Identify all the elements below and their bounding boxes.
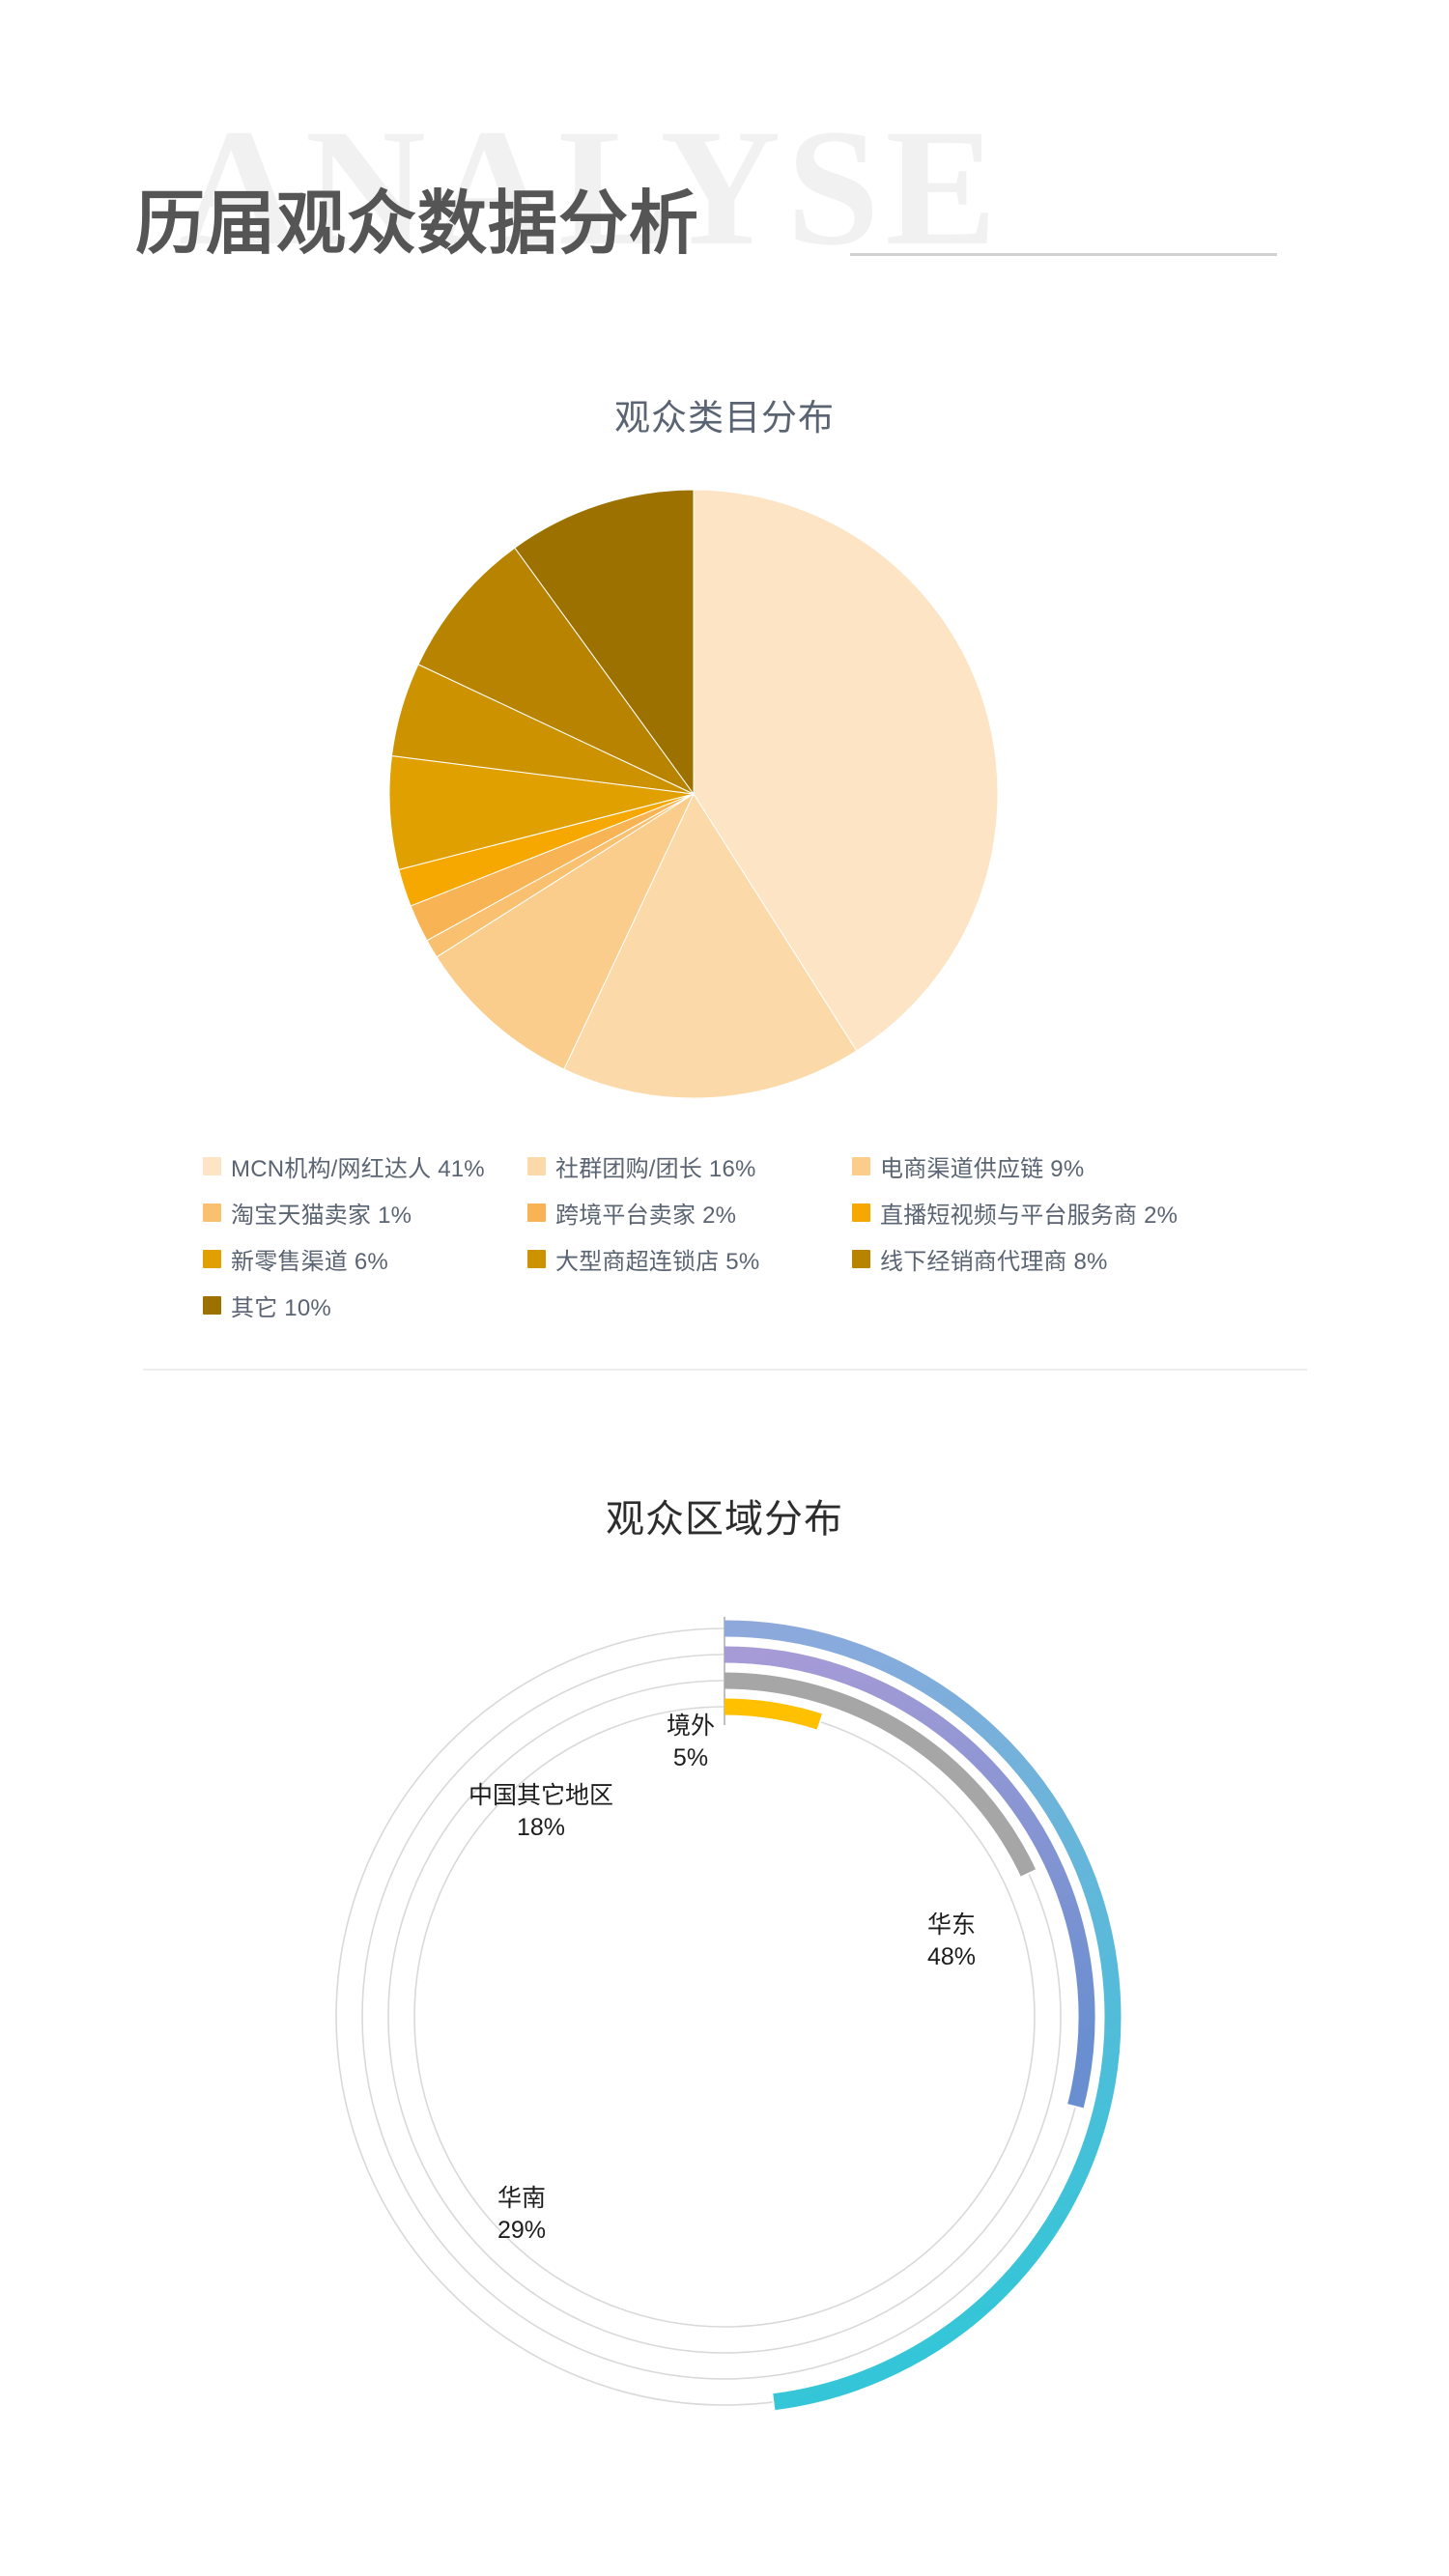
page-title: 历届观众数据分析 bbox=[135, 185, 700, 263]
legend-swatch-icon bbox=[527, 1249, 546, 1268]
pie-chart-legend: MCN机构/网红达人 41% 社群团购/团长 16% 电商渠道供应链 9% 淘宝天猫卖… bbox=[203, 1143, 1246, 1328]
radial-bar-end-cap bbox=[771, 2393, 776, 2411]
radial-bar-end-cap bbox=[1020, 1869, 1037, 1879]
radial-label-east-value: 48% bbox=[926, 1943, 977, 1970]
pie-chart bbox=[384, 485, 1003, 1103]
legend-item[interactable]: MCN机构/网红达人 41% bbox=[203, 1149, 527, 1183]
legend-item-label: MCN机构/网红达人 41% bbox=[231, 1155, 485, 1182]
radial-chart-svg bbox=[335, 1617, 1122, 2411]
radial-chart-title: 观众区域分布 bbox=[606, 1498, 843, 1541]
radial-bar-arc bbox=[724, 1620, 1122, 2411]
legend-swatch-icon bbox=[203, 1203, 221, 1222]
page-header: ANALYSE 历届观众数据分析 bbox=[0, 0, 1449, 328]
radial-label-china-other: 中国其它地区 18% bbox=[440, 1780, 642, 1844]
radial-label-overseas-name: 境外 bbox=[666, 1713, 715, 1740]
watermark-text: ANALYSE bbox=[179, 96, 1003, 280]
legend-item-label: 大型商超连锁店 5% bbox=[555, 1248, 760, 1275]
radial-label-overseas-value: 5% bbox=[672, 1744, 709, 1771]
radial-bar-end-cap bbox=[816, 1713, 824, 1731]
legend-item-label: 跨境平台卖家 2% bbox=[555, 1202, 737, 1229]
legend-item[interactable]: 线下经销商代理商 8% bbox=[852, 1242, 1177, 1276]
legend-item[interactable]: 淘宝天猫卖家 1% bbox=[203, 1196, 527, 1230]
audience-region-section: 观众区域分布 bbox=[0, 1391, 1449, 2576]
legend-item[interactable]: 大型商超连锁店 5% bbox=[527, 1242, 852, 1276]
legend-item-label: 电商渠道供应链 9% bbox=[880, 1155, 1085, 1182]
legend-item-label: 直播短视频与平台服务商 2% bbox=[880, 1202, 1179, 1229]
radial-chart bbox=[319, 1611, 1130, 2422]
legend-item-label: 淘宝天猫卖家 1% bbox=[231, 1202, 412, 1229]
radial-label-south-value: 29% bbox=[497, 2217, 547, 2244]
pie-slice bbox=[563, 792, 858, 1099]
legend-row: 其它 10% bbox=[203, 1282, 1246, 1328]
legend-row: 新零售渠道 6% 大型商超连锁店 5% 线下经销商代理商 8% bbox=[203, 1235, 1246, 1282]
pie-slice bbox=[514, 489, 695, 796]
radial-bar-arc bbox=[724, 1672, 1037, 1878]
radial-label-east: 华东 48% bbox=[894, 1910, 1009, 1973]
title-divider bbox=[850, 253, 1277, 256]
legend-row: 淘宝天猫卖家 1% 跨境平台卖家 2% 直播短视频与平台服务商 2% bbox=[203, 1189, 1246, 1235]
radial-bar-end-cap bbox=[1066, 2104, 1084, 2110]
radial-label-overseas: 境外 5% bbox=[633, 1711, 749, 1774]
legend-item-label: 线下经销商代理商 8% bbox=[880, 1248, 1108, 1275]
pie-chart-svg bbox=[388, 489, 999, 1099]
pie-slice bbox=[388, 754, 695, 870]
legend-swatch-icon bbox=[203, 1249, 221, 1268]
legend-swatch-icon bbox=[527, 1203, 546, 1222]
audience-category-section: 观众类目分布 MCN机构/网红达人 41% 社群团购/团长 16% 电商渠道供应链 … bbox=[0, 328, 1449, 1381]
radial-label-south: 华南 29% bbox=[464, 2183, 580, 2247]
radial-label-east-name: 华东 bbox=[926, 1911, 976, 1939]
pie-slice bbox=[693, 489, 999, 1052]
legend-item[interactable]: 跨境平台卖家 2% bbox=[527, 1196, 852, 1230]
radial-bar-arc bbox=[724, 1698, 823, 1730]
pie-chart-title: 观众类目分布 bbox=[614, 398, 835, 438]
legend-item-label: 其它 10% bbox=[231, 1294, 331, 1321]
legend-item[interactable]: 电商渠道供应链 9% bbox=[852, 1149, 1177, 1183]
radial-label-south-name: 华南 bbox=[497, 2185, 546, 2212]
pie-slice bbox=[417, 547, 695, 795]
legend-item[interactable]: 直播短视频与平台服务商 2% bbox=[852, 1196, 1179, 1230]
legend-swatch-icon bbox=[852, 1203, 870, 1222]
pie-slice bbox=[436, 792, 696, 1070]
radial-label-china-other-value: 18% bbox=[516, 1814, 566, 1841]
legend-row: MCN机构/网红达人 41% 社群团购/团长 16% 电商渠道供应链 9% bbox=[203, 1143, 1246, 1189]
legend-swatch-icon bbox=[203, 1295, 221, 1315]
legend-swatch-icon bbox=[203, 1156, 221, 1175]
legend-item-label: 新零售渠道 6% bbox=[231, 1248, 388, 1275]
section-divider bbox=[143, 1369, 1307, 1371]
radial-bar-arc bbox=[724, 1646, 1095, 2109]
legend-item[interactable]: 社群团购/团长 16% bbox=[527, 1149, 852, 1183]
legend-item[interactable]: 新零售渠道 6% bbox=[203, 1242, 527, 1276]
legend-swatch-icon bbox=[527, 1156, 546, 1175]
radial-label-china-other-name: 中国其它地区 bbox=[468, 1782, 613, 1809]
legend-swatch-icon bbox=[852, 1249, 870, 1268]
legend-swatch-icon bbox=[852, 1156, 870, 1175]
legend-item[interactable]: 其它 10% bbox=[203, 1288, 527, 1322]
legend-item-label: 社群团购/团长 16% bbox=[555, 1155, 756, 1182]
